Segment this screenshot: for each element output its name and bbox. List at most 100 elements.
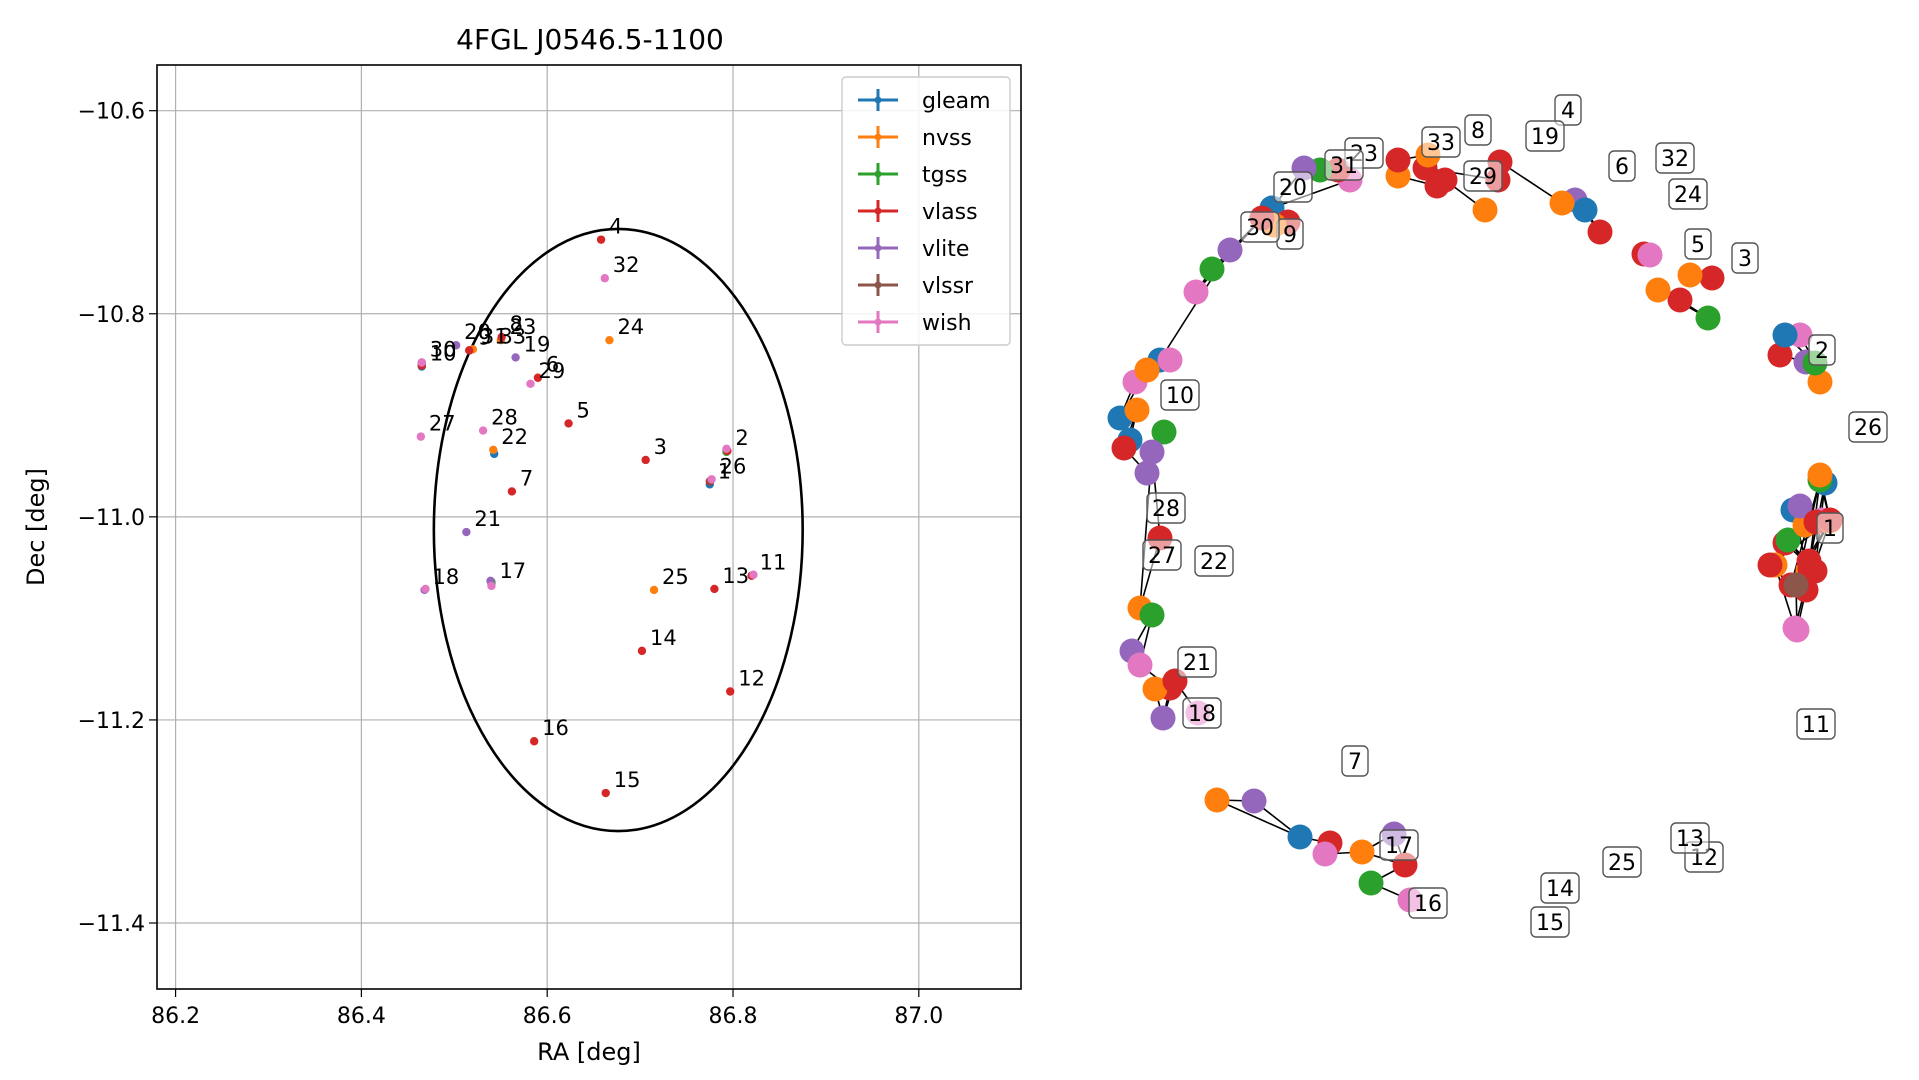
node-label-box xyxy=(1142,539,1182,571)
node-label-box xyxy=(1808,334,1836,366)
y-tick-label: −10.6 xyxy=(78,100,145,125)
point-label: 13 xyxy=(722,564,749,588)
data-point-vlite xyxy=(511,353,520,362)
network-node xyxy=(1572,197,1598,223)
point-label: 28 xyxy=(491,406,518,430)
network-node xyxy=(1787,493,1813,519)
node-label-text: 10 xyxy=(1166,384,1194,409)
node-label-text: 16 xyxy=(1414,892,1442,917)
data-point-vlass xyxy=(596,235,606,244)
legend: gleam nvss tgss vlass vlite vlssr wish xyxy=(841,76,1011,346)
network-node xyxy=(1385,147,1411,173)
legend-items: gleam nvss tgss vlass vlite vlssr wish xyxy=(858,89,991,336)
node-label-text: 21 xyxy=(1183,651,1211,676)
node-label: 15 xyxy=(1530,906,1570,938)
node-label-box xyxy=(1194,545,1234,577)
node-label-box xyxy=(1796,708,1836,740)
node-label-text: 8 xyxy=(1471,119,1485,144)
node-label: 16 xyxy=(1408,887,1448,919)
data-point-vlass xyxy=(507,487,517,496)
network-node xyxy=(1645,277,1671,303)
node-label-text: 30 xyxy=(1246,216,1274,241)
legend-dot xyxy=(874,170,882,178)
grid-layer xyxy=(157,65,1021,989)
x-tick-label: 86.4 xyxy=(337,1004,386,1029)
data-point-vlass xyxy=(529,737,539,746)
network-node xyxy=(1204,787,1230,813)
node-label-text: 9 xyxy=(1283,223,1297,248)
point-label: 18 xyxy=(433,565,460,589)
node-label: 28 xyxy=(1146,492,1186,524)
node-label: 3 xyxy=(1731,242,1759,274)
point-label: 17 xyxy=(499,559,526,583)
node-label-text: 13 xyxy=(1676,827,1704,852)
node-label: 17 xyxy=(1379,829,1419,861)
network-node xyxy=(1796,548,1822,574)
node-label-box xyxy=(1731,242,1759,274)
node-label: 32 xyxy=(1655,142,1695,174)
legend-label: vlass xyxy=(922,200,978,225)
node-label: 2 xyxy=(1808,334,1836,366)
x-tick-label: 86.6 xyxy=(523,1004,572,1029)
node-label: 1 xyxy=(1816,512,1844,544)
network-node xyxy=(1349,839,1375,865)
node-label-text: 11 xyxy=(1802,713,1830,738)
point-label: 24 xyxy=(617,315,644,339)
network-graph: 1234567891011121314151617181920212223242… xyxy=(1107,94,1888,938)
network-node xyxy=(1807,369,1833,395)
node-label-text: 14 xyxy=(1546,877,1574,902)
point-label: 14 xyxy=(650,626,677,650)
node-label: 20 xyxy=(1273,171,1313,203)
node-label: 6 xyxy=(1608,150,1636,182)
point-label: 7 xyxy=(520,466,533,490)
point-label: 32 xyxy=(613,253,640,277)
node-label-text: 5 xyxy=(1691,233,1705,258)
y-tick-label: −11.2 xyxy=(78,709,145,734)
point-label: 12 xyxy=(738,666,765,690)
node-label-text: 25 xyxy=(1608,851,1636,876)
node-label-box xyxy=(1554,94,1582,126)
point-label: 20 xyxy=(464,320,491,344)
network-node xyxy=(1695,305,1721,331)
network-node xyxy=(1783,572,1809,598)
data-point-vlass xyxy=(497,332,506,342)
data-point-wish xyxy=(487,581,496,591)
data-point-vlass xyxy=(641,455,650,465)
point-label: 4 xyxy=(609,215,622,239)
legend-dot xyxy=(874,133,882,141)
node-label-box xyxy=(1602,846,1642,878)
node-label-text: 2 xyxy=(1815,339,1829,364)
network-node xyxy=(1784,617,1810,643)
data-point-vlite xyxy=(451,341,461,350)
data-point-vlass xyxy=(601,788,610,798)
legend-label: nvss xyxy=(922,126,972,151)
node-label-box xyxy=(1408,887,1448,919)
legend-item-vlite: vlite xyxy=(858,237,969,262)
legend-item-nvss: nvss xyxy=(858,126,972,151)
network-node xyxy=(1151,419,1177,445)
data-point-vlass xyxy=(564,419,573,428)
network-node xyxy=(1775,527,1801,553)
node-label: 7 xyxy=(1341,745,1369,777)
data-point-wish xyxy=(600,274,609,283)
data-point-vlite xyxy=(462,527,471,537)
node-label-box xyxy=(1324,149,1364,181)
node-label-box xyxy=(1464,114,1492,146)
node-label: 14 xyxy=(1540,872,1580,904)
x-axis-label: RA [deg] xyxy=(537,1038,641,1066)
node-label-text: 15 xyxy=(1536,911,1564,936)
network-node xyxy=(1217,237,1243,263)
data-point-vlass xyxy=(710,584,719,594)
point-label: 29 xyxy=(538,359,565,383)
node-label-box xyxy=(1670,822,1710,854)
network-node xyxy=(1312,841,1338,867)
network-node xyxy=(1139,602,1165,628)
data-point-wish xyxy=(421,584,430,594)
point-label: 10 xyxy=(430,342,457,366)
node-label: 11 xyxy=(1796,708,1836,740)
x-tick-label: 87.0 xyxy=(894,1004,943,1029)
node-label: 18 xyxy=(1182,697,1222,729)
network-edge xyxy=(1216,799,1301,838)
